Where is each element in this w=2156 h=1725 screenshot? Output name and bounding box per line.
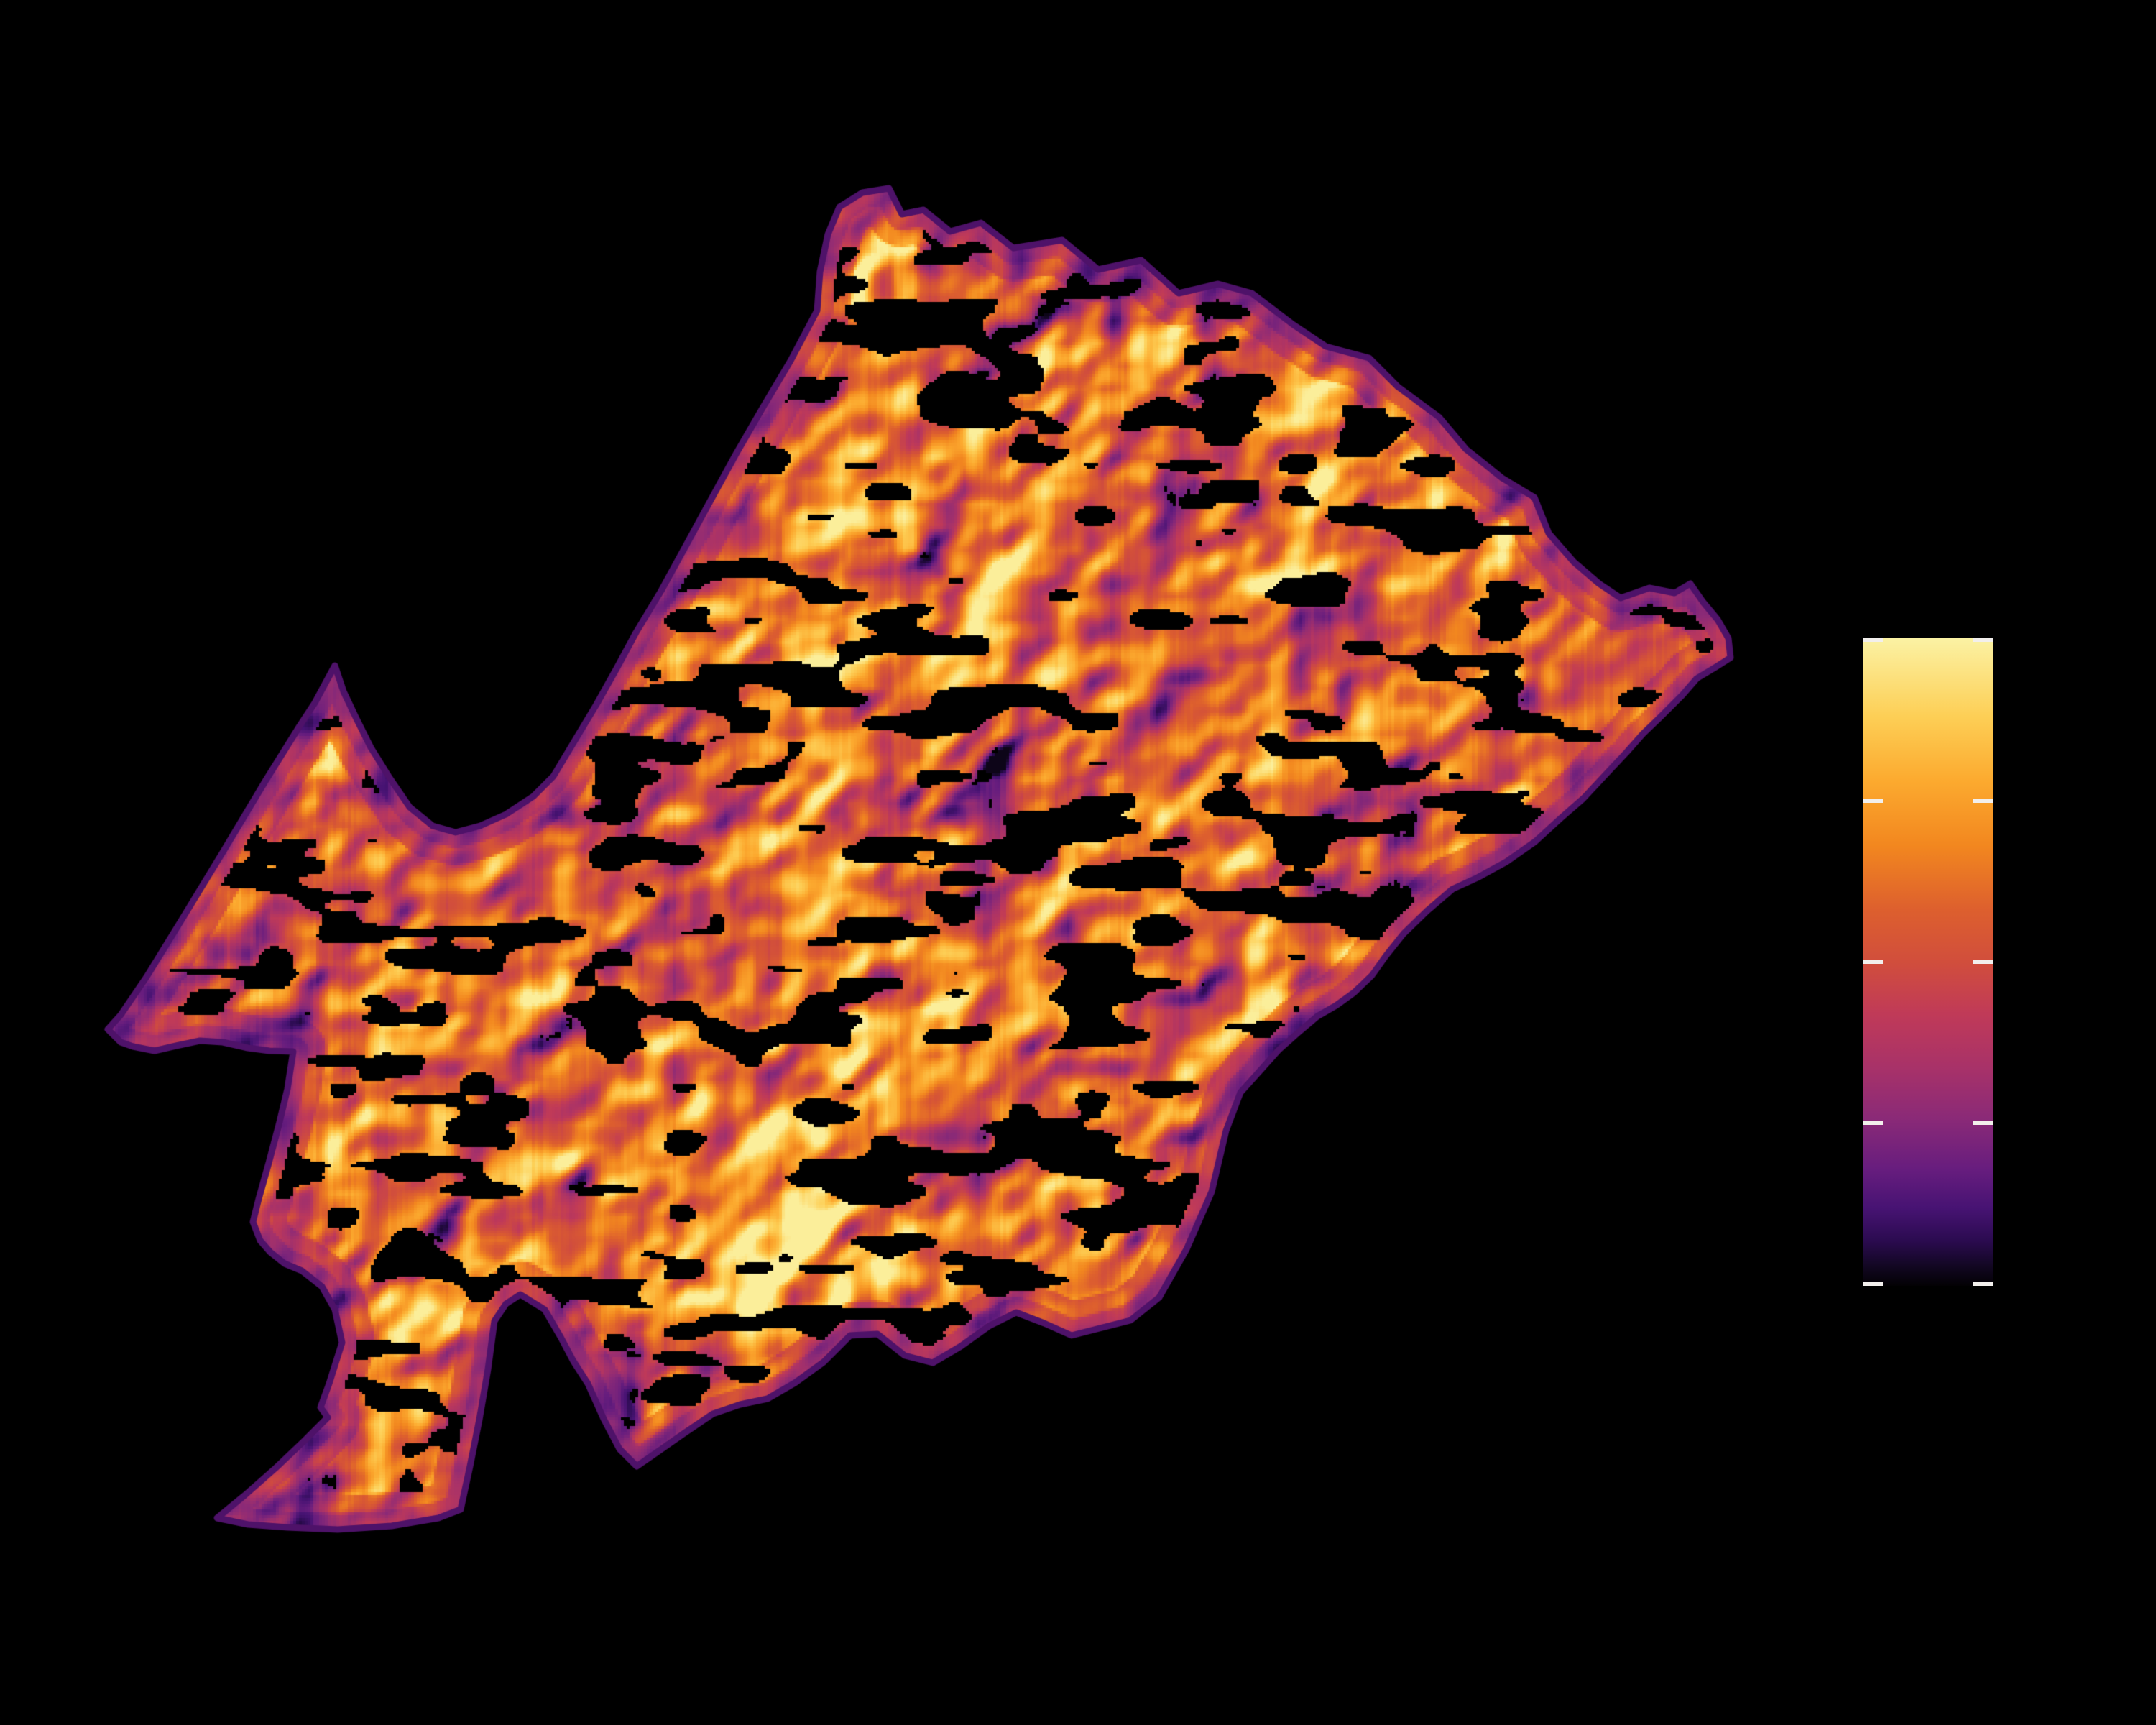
colorbar-tick — [1973, 960, 1993, 964]
colorbar-tick — [1863, 1282, 1883, 1286]
colorbar-tick — [1863, 638, 1883, 642]
colorbar-tick — [1863, 960, 1883, 964]
colorbar-tick — [1863, 799, 1883, 803]
colorbar-tick — [1863, 1121, 1883, 1125]
colorbar-tick — [1973, 1121, 1993, 1125]
colorbar-gradient — [1863, 638, 1993, 1286]
colorbar-tick — [1973, 799, 1993, 803]
colorbar-tick — [1973, 1282, 1993, 1286]
colorbar-legend — [1863, 638, 1993, 1286]
colorbar-tick — [1973, 638, 1993, 642]
